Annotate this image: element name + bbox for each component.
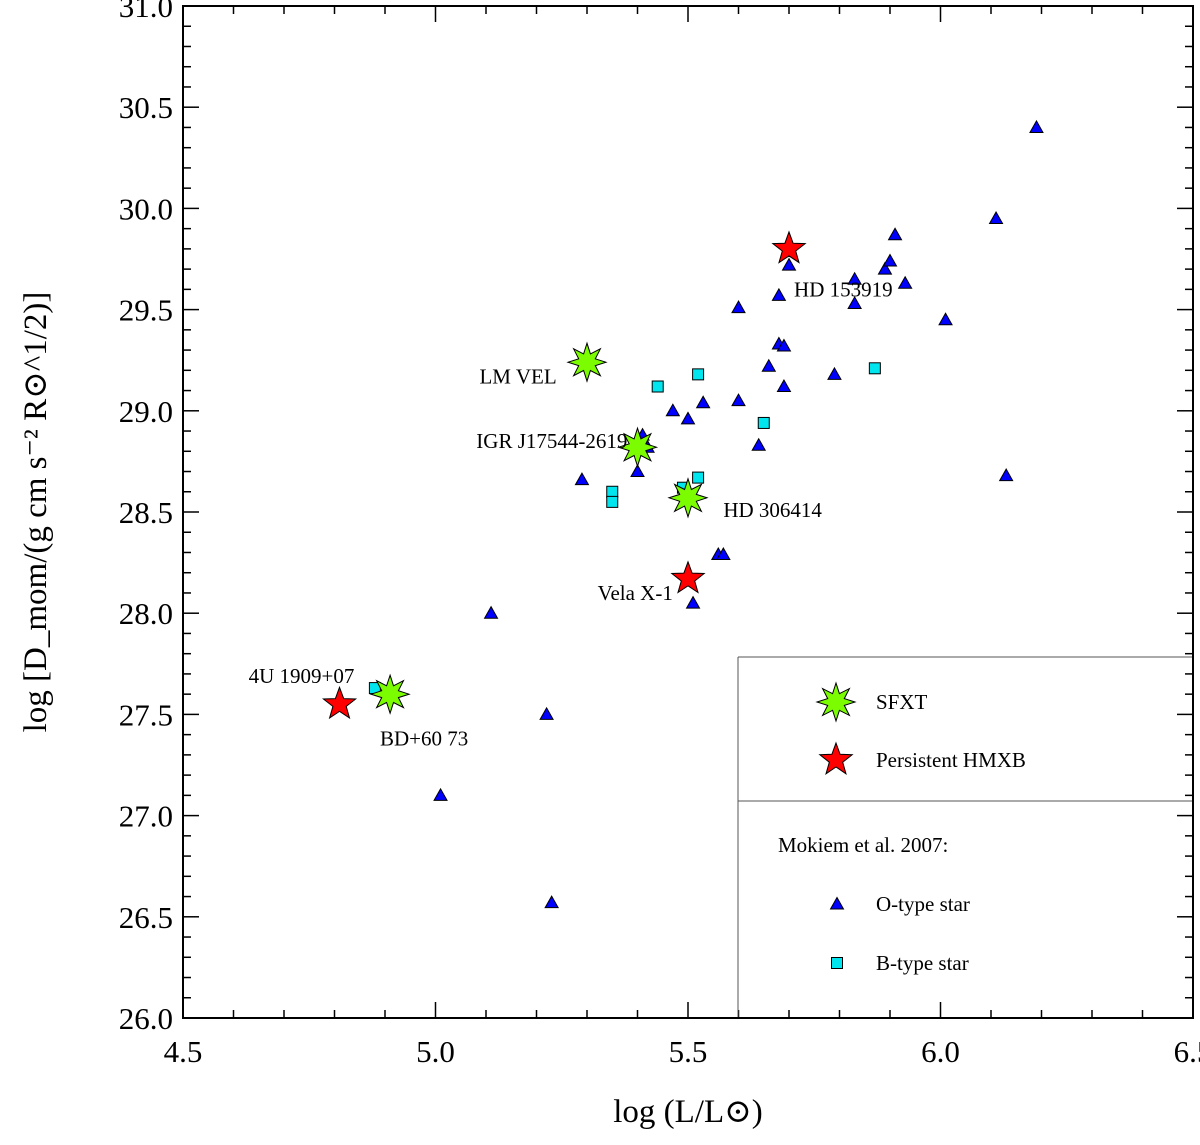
o-type-star-point — [574, 472, 590, 486]
legend-label: B-type star — [876, 951, 969, 975]
x-tick-label: 6.0 — [921, 1034, 960, 1069]
b-type-star-point — [651, 380, 664, 393]
b-type-star-point — [692, 471, 705, 484]
point-label: HD 153919 — [794, 277, 893, 301]
persistent-hmxb-point — [322, 685, 358, 720]
o-type-star-point — [630, 464, 645, 478]
legend: SFXT Persistent HMXB Mokiem et al. 2007: O-… — [737, 656, 1193, 1018]
o-type-star-point — [897, 275, 913, 289]
point-label: BD+60 73 — [380, 727, 468, 751]
o-type-star-point — [827, 366, 842, 380]
o-type-star-point — [433, 787, 448, 801]
axis-ticks: 4.5 5.0 5.5 6.0 6.5 26.0 26.5 27.0 27.5 28.0 28.5 2… — [119, 0, 1200, 1069]
sfxt-point — [369, 673, 411, 715]
o-type-star-point — [665, 403, 681, 417]
y-tick-label: 28.0 — [119, 596, 173, 631]
x-tick-label: 5.5 — [669, 1034, 708, 1069]
o-type-star-point — [847, 271, 863, 285]
o-type-star-point — [751, 437, 767, 451]
x-tick-label: 5.0 — [416, 1034, 455, 1069]
sfxt-point — [566, 341, 608, 383]
o-type-star-point — [781, 257, 797, 271]
y-tick-label: 29.0 — [119, 394, 173, 429]
o-type-star-point — [887, 227, 903, 241]
axis-titles: log (L/L⊙) log [D_mom/(g cm s⁻² R⊙^1/2)] — [18, 292, 763, 1130]
point-label: 4U 1909+07 — [249, 664, 355, 688]
y-tick-label: 27.5 — [119, 697, 173, 732]
o-type-star-point — [731, 393, 746, 407]
o-type-star-point — [1029, 119, 1044, 133]
point-annotations: HD 153919 LM VEL IGR J17544-2619 HD 306414 V… — [249, 277, 893, 750]
point-label: LM VEL — [479, 364, 556, 388]
y-tick-label: 28.5 — [119, 495, 173, 530]
x-tick-label: 4.5 — [164, 1034, 203, 1069]
sfxt-point — [667, 477, 709, 519]
o-type-star-point — [544, 895, 560, 909]
o-type-star-point — [695, 395, 711, 409]
o-type-star-point — [776, 338, 792, 352]
y-tick-label: 27.0 — [119, 799, 173, 834]
point-label: HD 306414 — [723, 498, 822, 522]
o-type-star-point — [715, 546, 731, 561]
b-type-star-point — [606, 495, 619, 508]
legend-marker — [829, 896, 845, 910]
o-type-star-point — [847, 296, 863, 310]
x-tick-label: 6.5 — [1174, 1034, 1200, 1069]
o-type-star-point — [882, 253, 898, 267]
persistent-hmxb-point — [670, 560, 706, 594]
legend-label: SFXT — [876, 690, 928, 714]
o-type-star-point — [877, 261, 893, 275]
legend-marker — [831, 957, 843, 969]
o-type-star-point — [771, 287, 787, 301]
y-tick-label: 30.5 — [119, 90, 173, 125]
y-tick-label: 30.0 — [119, 191, 173, 226]
sfxt-point — [616, 426, 659, 468]
y-axis-title: log [D_mom/(g cm s⁻² R⊙^1/2)] — [18, 292, 54, 733]
legend-label: O-type star — [876, 892, 970, 916]
o-type-star-point — [776, 378, 792, 393]
point-label: IGR J17544-2619 — [476, 429, 627, 453]
data-points — [322, 119, 1044, 909]
y-tick-label: 29.5 — [119, 293, 173, 328]
legend-marker — [818, 741, 854, 775]
legend-label: Persistent HMXB — [876, 748, 1026, 772]
o-type-star-point — [938, 312, 953, 326]
y-tick-label: 31.0 — [119, 0, 173, 24]
o-type-star-point — [483, 605, 499, 619]
legend-subtitle: Mokiem et al. 2007: — [778, 833, 948, 857]
x-axis-title: log (L/L⊙) — [613, 1094, 763, 1130]
plot-frame — [182, 5, 1194, 1019]
legend-marker — [815, 681, 857, 723]
point-label: Vela X-1 — [598, 581, 673, 605]
b-type-star-point — [606, 485, 619, 498]
o-type-star-point — [680, 411, 696, 425]
persistent-hmxb-point — [771, 230, 807, 264]
y-tick-label: 26.5 — [119, 900, 173, 935]
o-type-star-point — [685, 595, 701, 609]
o-type-star-point — [998, 468, 1014, 482]
b-type-star-point — [868, 362, 881, 375]
o-type-star-point — [539, 706, 554, 720]
b-type-star-point — [692, 368, 705, 381]
o-type-star-point — [761, 358, 777, 372]
y-tick-label: 26.0 — [119, 1001, 173, 1036]
o-type-star-point — [988, 211, 1004, 225]
o-type-star-point — [731, 300, 746, 314]
b-type-star-point — [757, 416, 770, 429]
